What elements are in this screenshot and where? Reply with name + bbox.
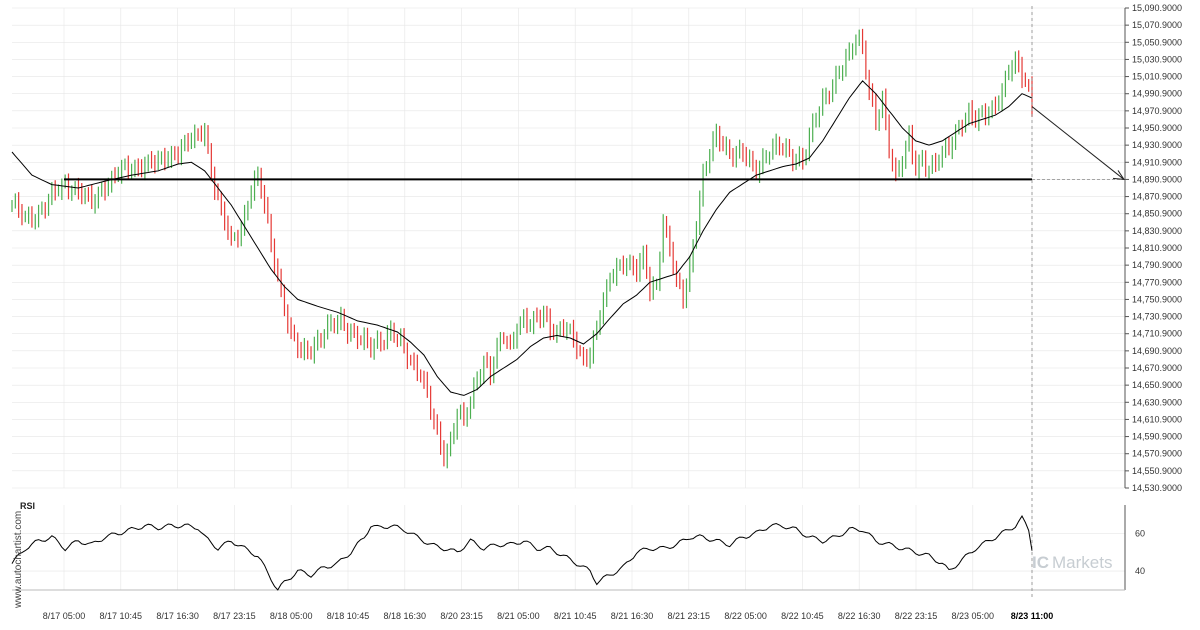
brand-prefix: IC (1032, 553, 1049, 572)
price-tick-label: 15,070.9000 (1132, 20, 1182, 30)
price-tick-label: 14,710.9000 (1132, 329, 1182, 339)
price-tick-label: 14,910.9000 (1132, 157, 1182, 167)
price-tick-label: 14,570.9000 (1132, 449, 1182, 459)
rsi-tick-label: 60 (1135, 528, 1145, 538)
price-tick-label: 14,690.9000 (1132, 346, 1182, 356)
price-tick-label: 14,630.9000 (1132, 397, 1182, 407)
price-tick-label: 14,770.9000 (1132, 277, 1182, 287)
time-tick-label: 8/22 05:00 (724, 611, 767, 621)
time-tick-label: 8/23 05:00 (952, 611, 995, 621)
time-tick-label: 8/17 05:00 (43, 611, 86, 621)
price-tick-label: 14,810.9000 (1132, 243, 1182, 253)
time-tick-label: 8/17 23:15 (213, 611, 256, 621)
time-tick-label: 8/18 16:30 (384, 611, 427, 621)
price-tick-label: 14,850.9000 (1132, 209, 1182, 219)
price-tick-label: 14,790.9000 (1132, 260, 1182, 270)
price-tick-label: 14,650.9000 (1132, 380, 1182, 390)
forecast-arrow-line (1031, 106, 1125, 180)
price-tick-label: 14,990.9000 (1132, 89, 1182, 99)
time-tick-label: 8/20 23:15 (440, 611, 483, 621)
watermark-text: www.autochartist.com (13, 511, 24, 609)
rsi-tick-label: 40 (1135, 566, 1145, 576)
price-y-ticks: 15,090.9000 15,070.9000 15,050.9000 15,030.… (1125, 3, 1182, 493)
price-tick-label: 14,970.9000 (1132, 106, 1182, 116)
forecast-arrow-head (1112, 170, 1125, 181)
price-tick-label: 14,750.9000 (1132, 294, 1182, 304)
time-tick-label: 8/21 05:00 (497, 611, 540, 621)
price-tick-label: 15,050.9000 (1132, 37, 1182, 47)
price-tick-label: 14,870.9000 (1132, 192, 1182, 202)
price-tick-label: 14,590.9000 (1132, 432, 1182, 442)
time-axis-labels: 8/17 05:00 8/17 10:45 8/17 16:30 8/17 23:15… (43, 611, 1054, 621)
price-tick-label: 14,890.9000 (1132, 174, 1182, 184)
price-tick-label: 14,950.9000 (1132, 123, 1182, 133)
time-tick-label: 8/22 10:45 (781, 611, 824, 621)
moving-average-line (11, 80, 1033, 396)
brand-name: Markets (1052, 553, 1112, 572)
time-tick-label: 8/22 16:30 (838, 611, 881, 621)
price-tick-label: 15,030.9000 (1132, 54, 1182, 64)
time-tick-label: 8/21 23:15 (668, 611, 711, 621)
price-tick-label: 14,830.9000 (1132, 226, 1182, 236)
price-bars (11, 28, 1033, 469)
time-tick-label: 8/17 16:30 (156, 611, 199, 621)
time-tick-label: 8/17 10:45 (100, 611, 143, 621)
price-tick-label: 14,530.9000 (1132, 483, 1182, 493)
price-tick-label: 14,670.9000 (1132, 363, 1182, 373)
price-tick-label: 14,550.9000 (1132, 466, 1182, 476)
rsi-title: RSI (20, 501, 35, 511)
icmarkets-logo: IC Markets (1032, 553, 1112, 572)
price-tick-label: 15,010.9000 (1132, 72, 1182, 82)
time-tick-label: 8/22 23:15 (895, 611, 938, 621)
price-tick-label: 15,090.9000 (1132, 3, 1182, 13)
time-tick-label: 8/21 16:30 (611, 611, 654, 621)
rsi-grid (12, 533, 1125, 572)
price-tick-label: 14,930.9000 (1132, 140, 1182, 150)
time-tick-label: 8/18 05:00 (270, 611, 313, 621)
price-tick-label: 14,610.9000 (1132, 414, 1182, 424)
time-tick-label: 8/21 10:45 (554, 611, 597, 621)
time-tick-label: 8/18 10:45 (327, 611, 370, 621)
rsi-line (11, 514, 1033, 591)
time-tick-label: 8/23 11:00 (1011, 611, 1054, 621)
price-tick-label: 14,730.9000 (1132, 312, 1182, 322)
rsi-y-ticks: 60 40 (1135, 528, 1145, 576)
